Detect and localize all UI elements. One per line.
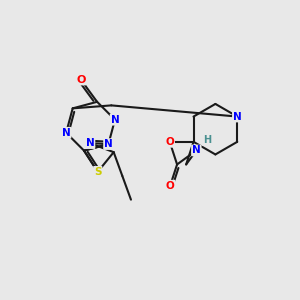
- Text: O: O: [165, 137, 174, 147]
- Text: H: H: [203, 135, 211, 145]
- Text: N: N: [86, 138, 94, 148]
- Text: N: N: [111, 115, 119, 125]
- Text: N: N: [192, 146, 201, 155]
- Text: O: O: [166, 181, 175, 190]
- Text: N: N: [62, 128, 70, 138]
- Text: N: N: [233, 112, 242, 122]
- Text: N: N: [104, 139, 113, 149]
- Text: O: O: [76, 74, 86, 85]
- Text: S: S: [94, 167, 101, 177]
